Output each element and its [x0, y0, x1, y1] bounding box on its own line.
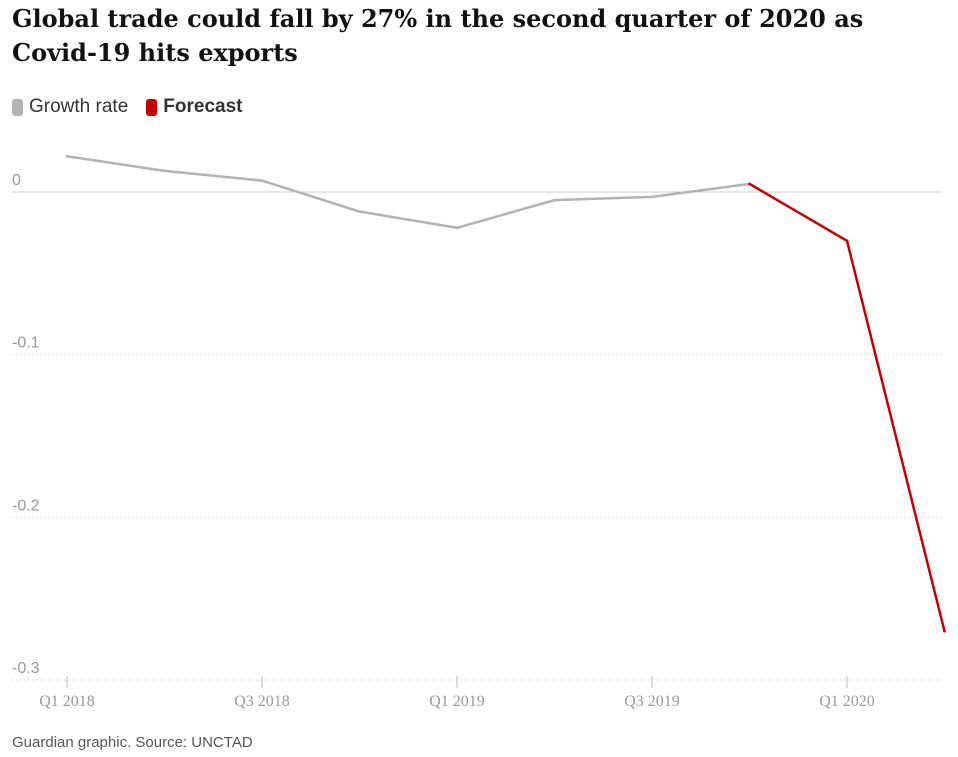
- legend: Growth rate Forecast: [12, 96, 260, 118]
- line-chart: 0 -0.1 -0.2 -0.3 Q1 2018 Q3 2018 Q1 2019 Q3 201…: [12, 154, 946, 710]
- legend-item-forecast: Forecast: [146, 96, 242, 118]
- data-point-growth-rate: [553, 198, 556, 202]
- data-point-growth-rate: [455, 226, 459, 230]
- legend-swatch-growth-rate: [12, 98, 23, 116]
- series-line-growth-rate: [65, 154, 751, 230]
- x-tick-label: Q3 2019: [624, 693, 680, 710]
- legend-label-growth-rate: Growth rate: [29, 96, 129, 117]
- data-point-growth-rate: [650, 195, 654, 199]
- x-tick-label: Q3 2018: [234, 693, 290, 710]
- data-point-forecast: [748, 182, 751, 186]
- x-tick-label: Q1 2019: [429, 693, 485, 710]
- source-note: Guardian graphic. Source: UNCTAD: [12, 734, 253, 751]
- data-point-growth-rate: [65, 154, 69, 158]
- x-tick-label: Q1 2020: [819, 693, 875, 710]
- y-tick-label: 0: [12, 172, 21, 189]
- data-point-forecast: [943, 629, 946, 633]
- chart-title: Global trade could fall by 27% in the se…: [12, 4, 864, 67]
- data-point-forecast: [845, 239, 849, 243]
- legend-label-forecast: Forecast: [163, 96, 243, 117]
- data-point-growth-rate: [163, 169, 166, 173]
- y-tick-label: -0.3: [12, 660, 40, 677]
- legend-swatch-forecast: [146, 98, 158, 116]
- y-tick-label: -0.1: [12, 335, 40, 352]
- legend-item-growth-rate: Growth rate: [12, 96, 128, 118]
- series-line-forecast: [748, 182, 946, 633]
- y-tick-label: -0.2: [12, 497, 40, 514]
- data-point-growth-rate: [358, 210, 361, 213]
- data-point-growth-rate: [260, 179, 264, 182]
- x-tick-label: Q1 2018: [39, 693, 95, 710]
